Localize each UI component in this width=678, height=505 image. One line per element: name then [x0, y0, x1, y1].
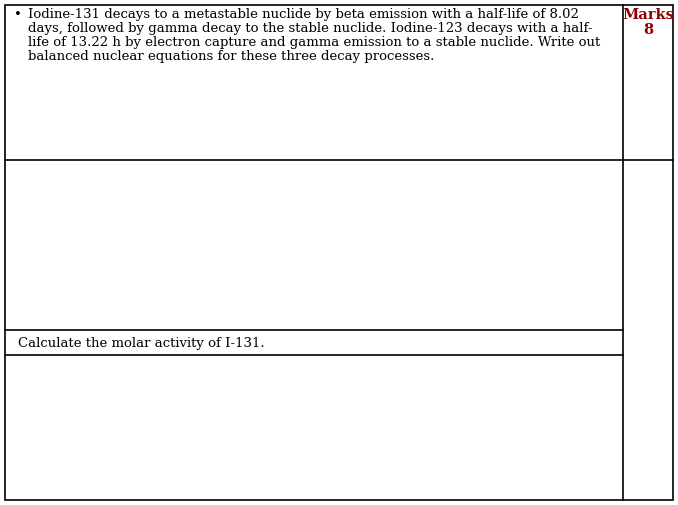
Text: •: • [14, 8, 22, 21]
Text: Marks: Marks [622, 8, 674, 22]
Text: balanced nuclear equations for these three decay processes.: balanced nuclear equations for these thr… [28, 50, 435, 63]
Text: Iodine-131 decays to a metastable nuclide by beta emission with a half-life of 8: Iodine-131 decays to a metastable nuclid… [28, 8, 579, 21]
Text: 8: 8 [643, 23, 653, 37]
Point [619, 157, 627, 163]
Text: Calculate the molar activity of I-131.: Calculate the molar activity of I-131. [18, 337, 264, 350]
Point [669, 157, 677, 163]
Text: days, followed by gamma decay to the stable nuclide. Iodine-123 decays with a ha: days, followed by gamma decay to the sta… [28, 22, 593, 35]
Text: life of 13.22 h by electron capture and gamma emission to a stable nuclide. Writ: life of 13.22 h by electron capture and … [28, 36, 600, 49]
